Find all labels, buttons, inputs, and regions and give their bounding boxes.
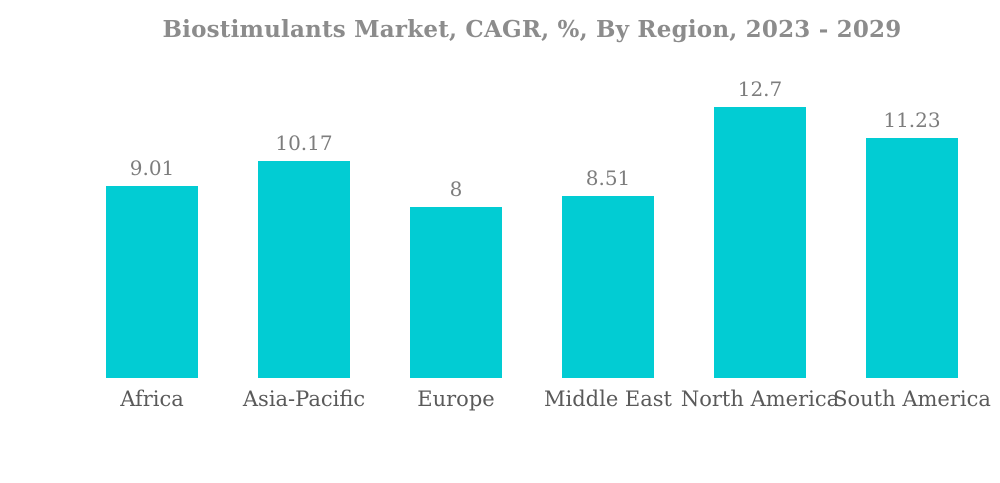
bar-value-label: 10.17 bbox=[275, 131, 333, 155]
bar-value-label: 11.23 bbox=[883, 108, 941, 132]
chart-title: Biostimulants Market, CAGR, %, By Region… bbox=[162, 16, 902, 43]
category-label: Asia-Pacific bbox=[242, 387, 366, 411]
bar bbox=[866, 138, 958, 378]
category-label: Middle East bbox=[544, 387, 672, 411]
bar bbox=[410, 207, 502, 378]
bar-value-label: 9.01 bbox=[129, 156, 175, 180]
bar-group: 9.01 Africa bbox=[76, 0, 228, 411]
bar-value-label: 8.51 bbox=[585, 166, 631, 190]
category-label: North America bbox=[680, 387, 840, 411]
bar-value-label: 12.7 bbox=[737, 77, 783, 101]
bar bbox=[714, 107, 806, 378]
bar-value-label: 8 bbox=[449, 177, 463, 201]
bar-group: 11.23 South America bbox=[833, 0, 991, 412]
category-label: Africa bbox=[120, 387, 184, 411]
bar-group: 12.7 North America bbox=[681, 0, 839, 412]
bar-group: 8.51 Middle East bbox=[532, 0, 684, 412]
plot-area: 9.01 Africa 10.17 Asia-Pacific 8 Europe … bbox=[76, 0, 991, 412]
bar-group: 8 Europe bbox=[380, 0, 532, 411]
bar-group: 10.17 Asia-Pacific bbox=[228, 0, 380, 412]
bar bbox=[562, 196, 654, 378]
category-label: Europe bbox=[417, 387, 495, 411]
category-label: South America bbox=[833, 387, 991, 411]
bar bbox=[106, 186, 198, 378]
bar bbox=[258, 161, 350, 378]
